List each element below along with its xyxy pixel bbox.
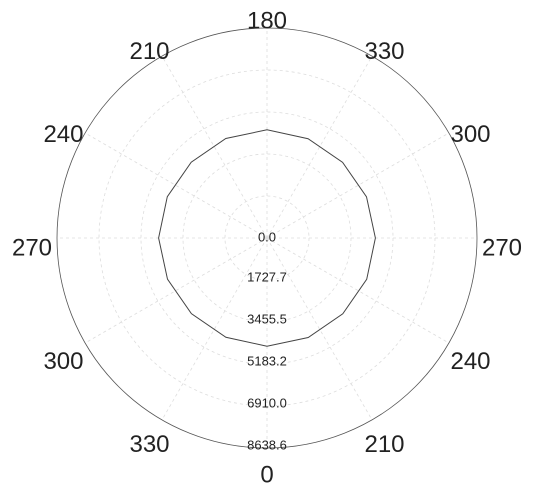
theta-tick-label: 270 — [12, 234, 52, 261]
grid-spoke — [266, 237, 450, 344]
r-tick-label: 0.0 — [258, 229, 276, 244]
theta-tick-label: 0 — [260, 461, 273, 488]
grid-circle — [224, 195, 310, 281]
theta-tick-label: 330 — [364, 38, 404, 65]
outer-circle — [56, 27, 478, 449]
theta-tick-label: 330 — [129, 431, 169, 458]
r-tick-label: 3455.5 — [247, 311, 287, 326]
theta-tick-label: 300 — [43, 348, 83, 375]
theta-tick-label: 210 — [364, 431, 404, 458]
theta-tick-label: 180 — [247, 7, 287, 34]
r-tick-label: 5183.2 — [247, 353, 287, 368]
grid-spoke — [266, 132, 450, 239]
r-tick-label: 6910.0 — [247, 395, 287, 410]
theta-tick-label: 240 — [450, 348, 490, 375]
theta-tick-label: 210 — [129, 38, 169, 65]
grid-spoke — [84, 237, 268, 344]
theta-tick-label: 300 — [450, 121, 490, 148]
r-tick-label: 1727.7 — [247, 269, 287, 284]
theta-tick-label: 270 — [482, 234, 522, 261]
grid-circle — [98, 69, 436, 407]
data-line — [158, 129, 376, 347]
r-tick-label: 8638.6 — [247, 437, 287, 452]
grid-spoke — [161, 55, 268, 239]
grid-spoke — [266, 237, 373, 421]
theta-tick-label: 240 — [43, 121, 83, 148]
grid-spoke — [84, 132, 268, 239]
